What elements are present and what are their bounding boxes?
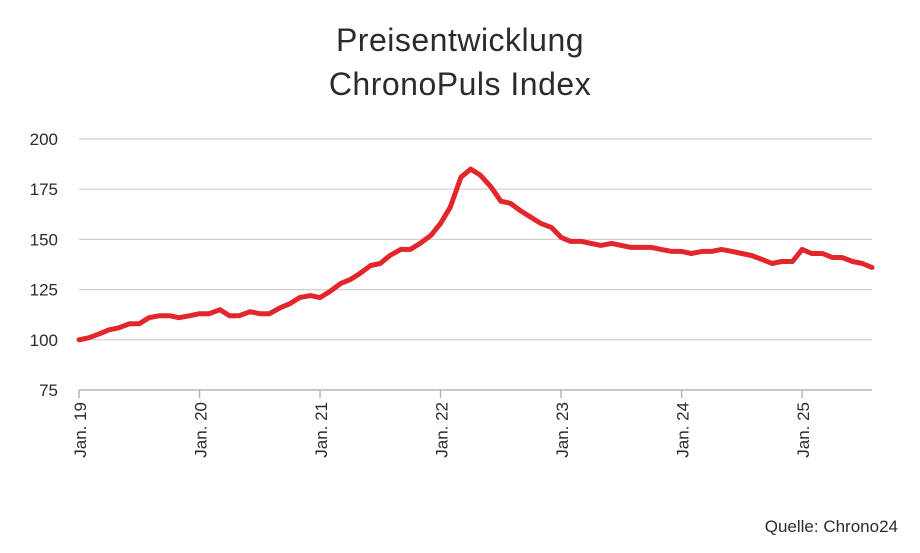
y-tick-label: 75 (39, 381, 58, 400)
x-tick-label: Jan. 20 (192, 402, 211, 458)
x-tick-label: Jan. 24 (674, 402, 693, 458)
y-tick-label: 150 (30, 230, 58, 249)
gridlines (79, 138, 872, 341)
y-tick-label: 125 (30, 281, 58, 300)
x-tick-label: Jan. 21 (312, 402, 331, 458)
series-group (76, 166, 875, 343)
chart-subtitle: ChronoPuls Index (328, 66, 592, 102)
source-note: Quelle: Chrono24 (764, 517, 898, 536)
y-tick-label: 175 (30, 180, 58, 199)
series-line (76, 166, 875, 343)
x-tick-label: Jan. 25 (794, 402, 813, 458)
y-tick-label: 200 (30, 130, 58, 149)
x-axis-ticks: Jan. 19 Jan. 20 Jan. 21 Jan. 22 Jan. 23 Jan. … (71, 390, 813, 458)
x-tick-label: Jan. 19 (71, 402, 90, 458)
y-tick-label: 100 (30, 331, 58, 350)
y-axis-ticks: 75 100 125 150 175 200 (30, 130, 58, 400)
chart-title: Preisentwicklung (335, 22, 585, 58)
x-tick-label: Jan. 22 (433, 402, 452, 458)
x-tick-label: Jan. 23 (553, 402, 572, 458)
